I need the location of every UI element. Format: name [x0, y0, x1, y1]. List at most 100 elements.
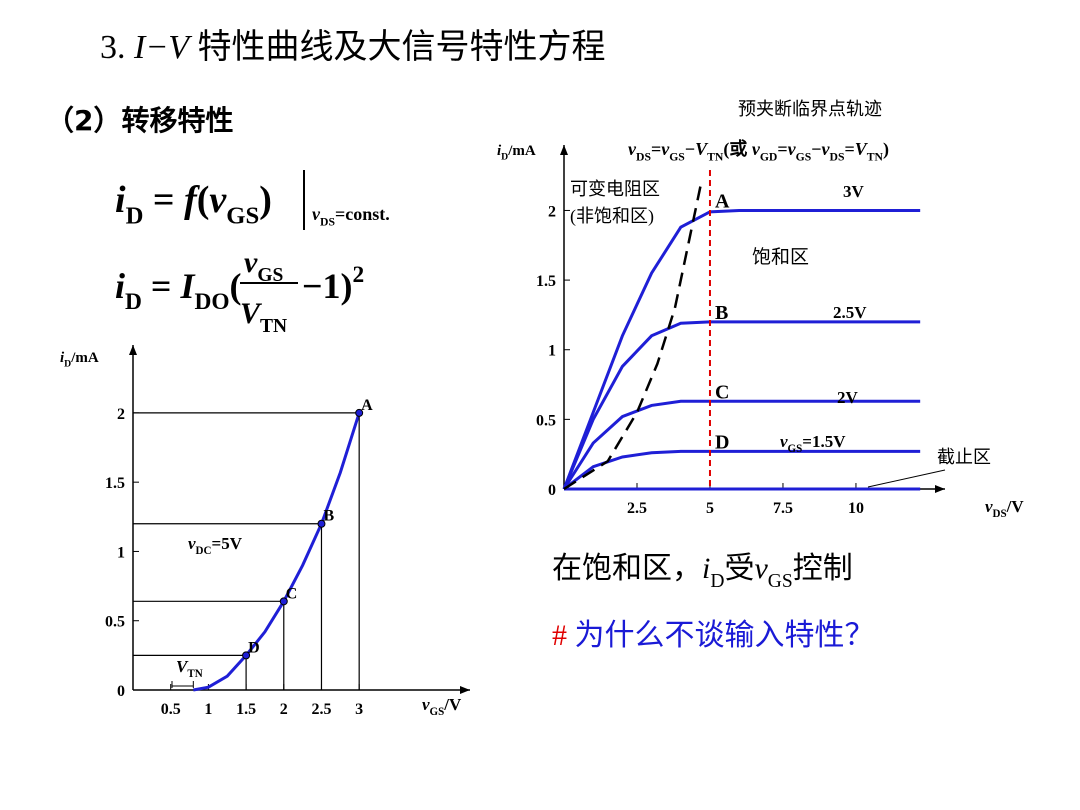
text-run: ( [230, 266, 242, 306]
point-label: C [286, 585, 298, 602]
text-run: v [985, 497, 993, 516]
title: 3. I−V 特性曲线及大信号特性方程 [100, 28, 606, 66]
text-run: = [143, 179, 184, 221]
x-tick-label: 5 [706, 500, 714, 517]
region-label: 可变电阻区 [570, 179, 660, 199]
text-run: GD [760, 150, 778, 163]
text-run: v [752, 139, 761, 159]
text-run: GS [430, 706, 445, 718]
text-run: TN [707, 150, 724, 163]
y-tick-label: 0 [117, 683, 125, 700]
y-tick-label: 2 [548, 203, 556, 220]
curve [562, 208, 921, 490]
y-axis-label: iD/mA [60, 350, 99, 370]
text-run: i [702, 552, 710, 585]
text-run: DS [830, 150, 845, 163]
text-run: 3. [100, 29, 134, 66]
axis-arrow [129, 345, 137, 355]
subtitle: （2）转移特性 [46, 104, 233, 137]
series-label: 3V [843, 182, 865, 201]
text-run: ( [197, 179, 210, 221]
text-run: 3V [843, 182, 865, 201]
annotation: VTN [176, 657, 203, 680]
y-tick-label: 0.5 [536, 412, 556, 429]
x-tick-label: 3 [355, 701, 363, 718]
text-run: =const. [335, 204, 390, 224]
x-axis-label: vDS/V [985, 497, 1024, 520]
text-run: ) [259, 179, 272, 221]
text-run: D [125, 289, 142, 315]
text-run: v [661, 139, 670, 159]
series-label: 2.5V [833, 303, 867, 322]
text-run: f [184, 179, 200, 221]
y-tick-label: 2 [117, 406, 125, 423]
text-run: D [64, 359, 71, 370]
text-run: 控制 [793, 552, 853, 585]
x-axis-label: vGS/V [422, 695, 462, 718]
text-run: = [142, 266, 181, 306]
text-run: v [209, 179, 227, 221]
point [242, 651, 251, 660]
region-label: 饱和区 [752, 246, 809, 268]
text-run: GS [768, 571, 793, 592]
y-tick-label: 1.5 [536, 273, 556, 290]
x-tick-label: 1.5 [236, 701, 256, 718]
text-run: v [754, 552, 768, 585]
text-run: − [685, 139, 695, 159]
text-run: v [188, 534, 196, 553]
text-run: 在饱和区， [552, 552, 702, 585]
text-run: 2 [353, 262, 365, 288]
text-run: v [628, 139, 637, 159]
text-run: V [176, 657, 189, 676]
text-run: DS [320, 215, 335, 228]
axis-arrow [560, 145, 568, 155]
x-tick-label: 0.5 [161, 701, 181, 718]
region-label: 截止区 [937, 447, 991, 467]
text-run: i [60, 350, 65, 366]
formula-denominator: VTN [240, 297, 287, 337]
text-run: i [497, 143, 502, 159]
text-run: v [780, 432, 788, 451]
leader-line [867, 469, 946, 488]
text-run: v [312, 204, 321, 224]
formula: iD = IDO( [115, 266, 242, 315]
y-tick-label: 1.5 [105, 475, 125, 492]
text-run: v [422, 695, 430, 714]
annotation: vDS=vGS−VTN(或 vGD=vGS−vDS=VTN) [628, 138, 889, 163]
text-run: /mA [70, 350, 99, 366]
vtn-bracket [171, 681, 194, 688]
text-run: 2.5V [833, 303, 867, 322]
point-label: A [715, 190, 730, 212]
y-axis-label: iD/mA [497, 143, 536, 163]
x-tick-label: 2.5 [311, 701, 331, 718]
text-run: = [651, 139, 661, 159]
text-run: 受 [724, 552, 754, 585]
text-run: # [552, 619, 575, 652]
point [317, 519, 326, 528]
formula: −1)2 [302, 262, 364, 306]
y-tick-label: 1 [548, 343, 556, 360]
note: 在饱和区，iD受vGS控制 [552, 552, 853, 592]
text-run: GS [226, 202, 259, 229]
curve [193, 412, 361, 692]
curve [562, 399, 921, 490]
point [355, 408, 364, 417]
note: # 为什么不谈输入特性？ [552, 619, 875, 652]
point-label: D [715, 431, 729, 453]
annotation: 预夹断临界点轨迹 [738, 99, 882, 119]
text-run: 2V [837, 388, 859, 407]
text-run: DC [196, 545, 212, 557]
text-run: D [710, 571, 724, 592]
text-run: ) [883, 139, 889, 160]
text-run: =5V [212, 534, 243, 553]
point-label: B [323, 508, 334, 525]
text-run: − [811, 139, 821, 159]
text-run: =1.5V [802, 432, 846, 451]
text-run: V [855, 139, 869, 159]
pinch-off-locus [563, 182, 703, 491]
formula: iD = f(vGS) [115, 179, 272, 229]
point [279, 597, 288, 606]
axis-arrow [460, 686, 470, 694]
y-tick-label: 1 [117, 544, 125, 561]
